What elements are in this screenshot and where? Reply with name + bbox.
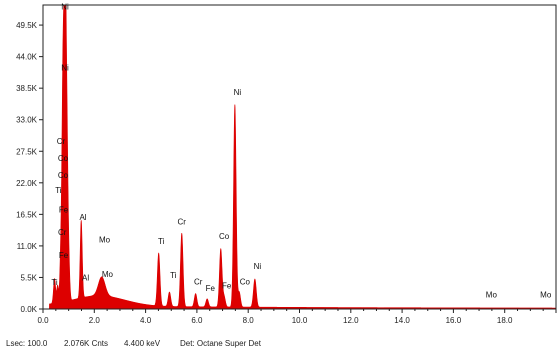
peak-label: Ti xyxy=(170,271,177,280)
y-tick-label: 0.0K xyxy=(21,305,38,314)
peak-label: Fe xyxy=(206,284,216,293)
peak-label: Cr xyxy=(58,228,67,237)
y-tick-label: 22.0K xyxy=(16,179,38,188)
peak-label: Fe xyxy=(222,281,232,290)
detector-label: Det: Octane Super Det xyxy=(180,339,261,348)
counts-label: 2.076K Cnts xyxy=(64,339,109,348)
x-tick-label: 4.0 xyxy=(140,316,152,325)
y-tick-label: 5.5K xyxy=(21,273,38,282)
peak-label: Ni xyxy=(61,3,69,12)
peak-label: Cr xyxy=(57,137,66,146)
peak-label: Co xyxy=(58,171,69,180)
y-tick-label: 11.0K xyxy=(17,242,38,251)
peak-label: Ti xyxy=(51,278,58,287)
peak-label: Fe xyxy=(59,251,69,260)
x-tick-label: 10.0 xyxy=(292,316,308,325)
peak-label: Ti xyxy=(55,186,62,195)
x-tick-label: 12.0 xyxy=(343,316,359,325)
peak-label: Co xyxy=(219,232,230,241)
peak-label: Cr xyxy=(178,218,187,227)
x-tick-label: 6.0 xyxy=(191,316,203,325)
peak-label: Ni xyxy=(254,262,262,271)
y-tick-label: 16.5K xyxy=(16,210,38,219)
peak-label: Ti xyxy=(158,237,165,246)
plot-frame xyxy=(42,4,557,310)
peak-label: Ni xyxy=(61,63,69,72)
y-tick-label: 49.5K xyxy=(16,21,38,30)
spectrum-area xyxy=(43,4,557,310)
peak-label: Cr xyxy=(194,277,203,286)
x-tick-label: 0.0 xyxy=(37,316,49,325)
y-tick-label: 33.0K xyxy=(16,116,38,125)
live-time-label: Lsec: 100.0 xyxy=(6,339,48,348)
peak-label: Al xyxy=(79,213,86,222)
peak-label: Mo xyxy=(540,291,552,300)
x-tick-label: 2.0 xyxy=(89,316,101,325)
peak-label: Ni xyxy=(234,88,242,97)
y-tick-label: 27.5K xyxy=(16,147,38,156)
y-tick-label: 38.5K xyxy=(16,84,38,93)
peak-label: Fe xyxy=(59,206,69,215)
y-tick-label: 44.0K xyxy=(16,53,38,62)
peak-label: Mo xyxy=(486,291,498,300)
x-tick-label: 16.0 xyxy=(446,316,462,325)
peak-label: Al xyxy=(82,273,89,282)
peak-label: Co xyxy=(240,277,251,286)
energy-label: 4.400 keV xyxy=(124,339,161,348)
x-tick-label: 8.0 xyxy=(243,316,255,325)
peak-label: Mo xyxy=(102,270,114,279)
peak-label: Co xyxy=(58,154,69,163)
x-tick-label: 14.0 xyxy=(394,316,410,325)
peak-label: Mo xyxy=(99,235,111,244)
x-tick-label: 18.0 xyxy=(497,316,513,325)
